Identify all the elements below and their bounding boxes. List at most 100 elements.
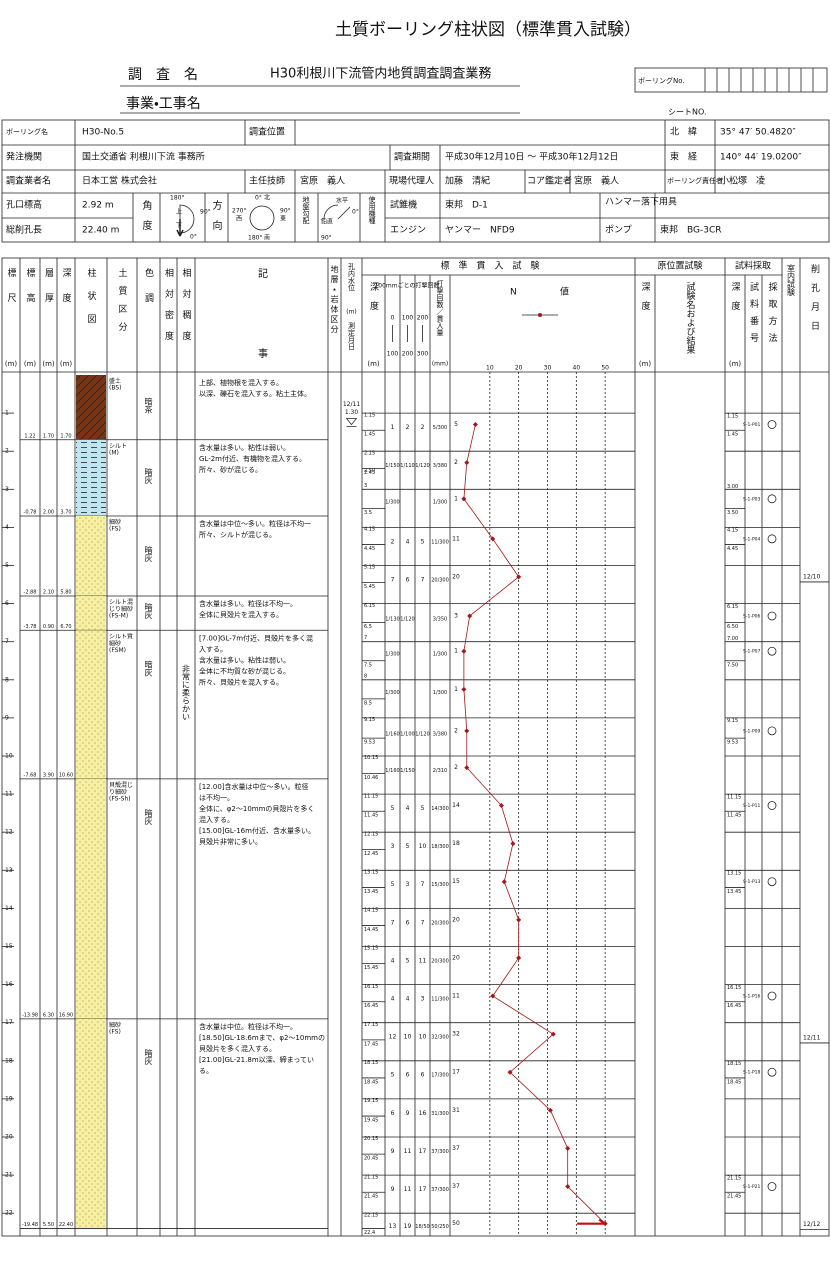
sample-top: 13.15 [727,871,741,877]
dir-dial-label: 180° [248,235,262,242]
layer-elevation: -0.78 [24,509,37,515]
title: 土質ボーリング柱状図（標準貫入試験） [335,20,641,40]
spt-total: 17/300 [431,1073,449,1079]
info-contractor-label: 調査業者名 [6,175,51,187]
survey-label: 調 査 名 [128,67,198,83]
n-value-label: 20 [452,954,460,961]
spt-blows: 1 [391,424,395,431]
spt-blows: 7 [421,881,425,888]
layer-description: 含水量は多い。粘性は弱い。 [199,443,290,452]
sample-top: 11.15 [727,794,741,800]
spt-total: 3/380 [433,731,447,737]
n-tick-label: 20 [515,365,523,372]
column-header: 深度 [61,268,72,318]
layer-description: [12.00]含水量は中位～多い。粒径 [199,782,309,791]
info-boring-chief-label: ボーリング責任者 [667,176,723,185]
soil-code: (FS) [109,1028,121,1035]
spt-blows: 12 [389,1034,397,1041]
info-rig: 東邦 D-1 [445,199,488,211]
info-engine: ヤンマー NFD9 [445,226,515,236]
spt-blows: 1/300 [385,690,399,696]
column-header: 測定月日 [348,321,356,351]
dir-dial-label: 90° [280,208,291,215]
layer-description: [18.50]GL-18.6mまで、φ2～10mmの [199,1034,325,1042]
n-value-point [464,765,470,771]
n-value-point [498,803,504,809]
column-header: 100mmごとの打撃回数 [374,282,439,290]
layer-description: [7.00]GL-7m付近、貝殻片を多く混 [199,633,313,642]
spt-bottom: 11.45 [364,813,378,819]
n-value-label: 11 [452,993,460,1000]
spt-blows: 10 [419,1034,427,1041]
spt-top: 11.15 [364,793,378,799]
n-value-line [463,424,606,1224]
spt-bottom: 4.45 [364,546,375,552]
n-value-label: 3 [454,612,458,619]
n-value-label: 5 [454,421,458,428]
layer-elevation: -13.98 [22,1012,38,1018]
spt-total: 20/300 [431,958,449,964]
sample-number: S-1-P03 [743,496,761,502]
spt-blows: 10 [404,1034,412,1041]
spt-blows: 3 [421,996,425,1003]
soil-name: シルト質細砂 [109,632,133,647]
layer-depth: 10.60 [59,772,73,778]
layer-description: る。 [199,1067,213,1075]
spt-blows: 5 [391,881,395,888]
project-label: 事業・工事名 [126,96,201,112]
info-pump-label: ポンプ [605,225,632,236]
soil-color: 暗灰 [144,546,153,563]
spt-blows: 6 [421,1072,425,1079]
spt-blows: 4 [391,957,395,964]
info-core-label: コア鑑定者 [527,175,572,187]
layer-depth: 6.70 [60,624,71,630]
spt-total: 20/300 [431,577,449,583]
info-core: 宮原 義人 [574,175,619,187]
n-value-label: 1 [454,648,458,655]
info-rig-label: 試錐機 [390,199,417,211]
soil-name: 細砂 [109,517,121,525]
spt-total: 14/300 [431,806,449,812]
n-header: 値 [560,286,569,298]
spt-blows: 1/120 [415,463,429,469]
spt-top: 22.15 [364,1212,378,1218]
sample-number: S-1-P18 [743,1070,761,1076]
spt-blows: 5 [421,538,425,545]
info-lat-label: 北 緯 [670,126,697,138]
spt-blows: 16 [419,1110,427,1117]
column-header: 200 [402,351,414,358]
soil-code: (FS-Sh) [109,795,131,802]
layer-description: 全体に、φ2～10mmの貝殻片を多く [199,804,314,813]
spt-total: 31/300 [431,1111,449,1117]
spt-blows: 3 [391,843,395,850]
sample-bottom: 11.45 [727,813,741,819]
sample-number: S-1-P13 [743,879,761,885]
n-value-point [467,613,473,619]
n-value-point [516,574,522,580]
column-header: 相対密度 [163,267,174,352]
soil-pattern [76,630,106,779]
layer-description: は不均一。 [199,793,234,802]
soil-pattern [76,778,106,1019]
angle-dial [179,204,195,234]
spt-total: 50/250 [431,1224,449,1230]
layer-description: 含水量は中位～多い。粒径は不均一 [199,519,311,528]
spt-blows: 17 [419,1148,427,1155]
spt-blows: 7 [391,576,395,583]
n-header: N [510,288,517,298]
angle-dial-label: 180° [170,195,184,202]
soil-code: (M) [109,449,119,456]
sample-number: S-1-P06 [743,613,761,619]
spt-blows: 19 [404,1223,412,1230]
dir-dial-label: 西 [236,216,242,223]
layer-description: [21.00]GL-21.8m以深、締まってい [199,1055,314,1064]
info-boring-chief: 小松塚 凌 [720,175,765,187]
angle-pointer [176,219,184,237]
info-angle-label: 角度 [140,199,152,240]
spt-blows: 7 [391,919,395,926]
column-unit: (m) [24,360,37,368]
dir-dial-label: 北 [264,194,270,202]
n-value-point [490,536,496,542]
spt-blows: 7 [421,919,425,926]
